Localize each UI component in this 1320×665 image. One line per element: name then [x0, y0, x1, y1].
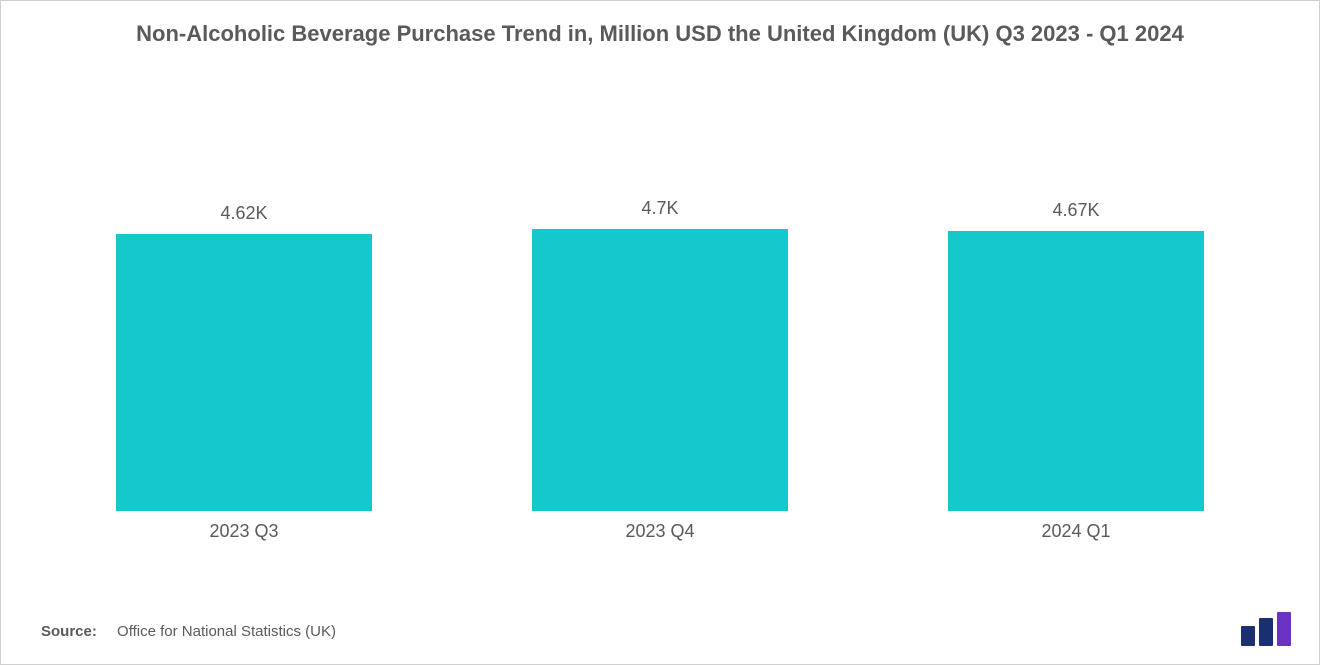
bar-value-label: 4.7K	[641, 198, 678, 219]
bar-group: 4.62K	[116, 203, 372, 511]
bars-wrap: 4.62K 4.7K 4.67K	[116, 171, 1204, 511]
bar-group: 4.7K	[532, 198, 788, 511]
bar-group: 4.67K	[948, 200, 1204, 511]
x-axis-label: 2023 Q3	[116, 521, 372, 542]
source-text: Office for National Statistics (UK)	[117, 623, 336, 640]
x-axis-label: 2024 Q1	[948, 521, 1204, 542]
bar	[116, 234, 372, 511]
source-label: Source:	[41, 623, 97, 640]
brand-logo-icon	[1239, 612, 1295, 646]
chart-title: Non-Alcoholic Beverage Purchase Trend in…	[1, 1, 1319, 50]
x-axis-labels: 2023 Q3 2023 Q4 2024 Q1	[1, 521, 1319, 542]
source-line: Source: Office for National Statistics (…	[41, 623, 336, 640]
x-axis-labels-wrap: 2023 Q3 2023 Q4 2024 Q1	[116, 521, 1204, 542]
bar-value-label: 4.62K	[220, 203, 267, 224]
x-axis-label: 2023 Q4	[532, 521, 788, 542]
bar	[532, 229, 788, 511]
bar-value-label: 4.67K	[1052, 200, 1099, 221]
chart-container: Non-Alcoholic Beverage Purchase Trend in…	[0, 0, 1320, 665]
plot-area: 4.62K 4.7K 4.67K	[1, 171, 1319, 511]
bar	[948, 231, 1204, 511]
